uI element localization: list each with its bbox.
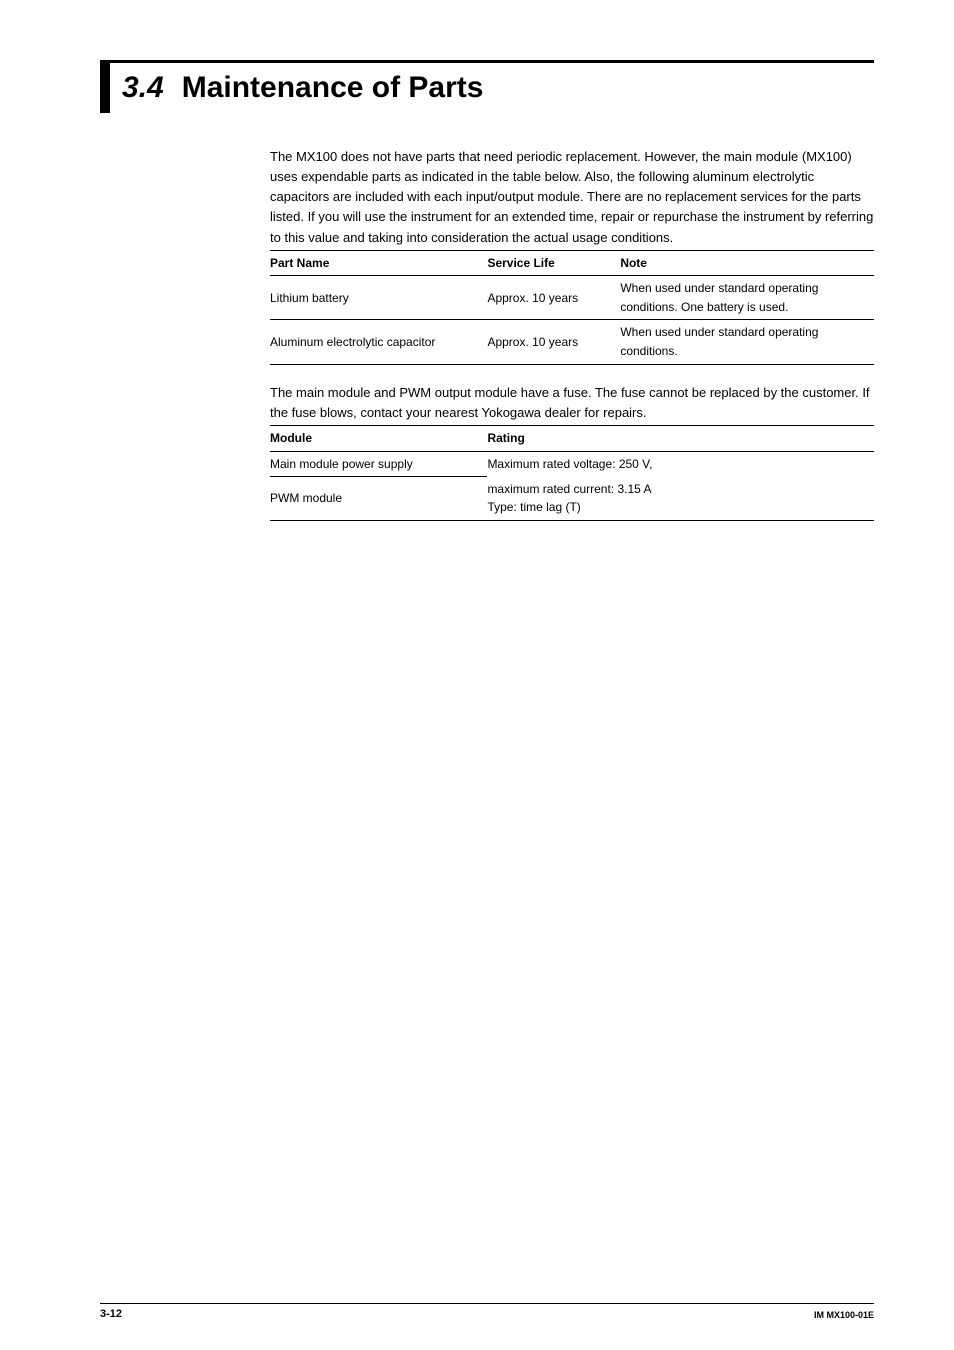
intro-paragraph: The MX100 does not have parts that need … [270,147,874,248]
fuse-table: Module Rating Main module power supply M… [270,425,874,521]
cell-part-name: Aluminum electrolytic capacitor [270,320,487,364]
col-header-module: Module [270,425,487,451]
table-header-row: Part Name Service Life Note [270,250,874,276]
cell-service-life: Approx. 10 years [487,320,620,364]
page-footer: 3-12 IM MX100-01E [100,1303,874,1320]
cell-rating: Maximum rated voltage: 250 V, [487,451,874,477]
table-row: Main module power supply Maximum rated v… [270,451,874,477]
col-header-rating: Rating [487,425,874,451]
cell-module: Main module power supply [270,451,487,477]
table-header-row: Module Rating [270,425,874,451]
cell-rating: maximum rated current: 3.15 A Type: time… [487,477,874,521]
page-number: 3-12 [100,1308,122,1320]
cell-part-name: Lithium battery [270,276,487,320]
heading-number: 3.4 [110,63,182,113]
col-header-part-name: Part Name [270,250,487,276]
col-header-service-life: Service Life [487,250,620,276]
section-heading: 3.4 Maintenance of Parts [100,60,874,113]
table-row: Aluminum electrolytic capacitor Approx. … [270,320,874,364]
table-row: PWM module maximum rated current: 3.15 A… [270,477,874,521]
fuse-paragraph: The main module and PWM output module ha… [270,383,874,423]
table-row: Lithium battery Approx. 10 years When us… [270,276,874,320]
cell-note: When used under standard operating condi… [620,320,874,364]
rating-line: Type: time lag (T) [487,498,868,517]
cell-note: When used under standard operating condi… [620,276,874,320]
cell-service-life: Approx. 10 years [487,276,620,320]
heading-title: Maintenance of Parts [182,63,484,113]
body-content: The MX100 does not have parts that need … [270,147,874,521]
document-id: IM MX100-01E [814,1308,874,1320]
col-header-note: Note [620,250,874,276]
parts-table: Part Name Service Life Note Lithium batt… [270,250,874,365]
rating-line: maximum rated current: 3.15 A [487,480,868,499]
heading-bar [100,63,110,113]
cell-module: PWM module [270,477,487,521]
